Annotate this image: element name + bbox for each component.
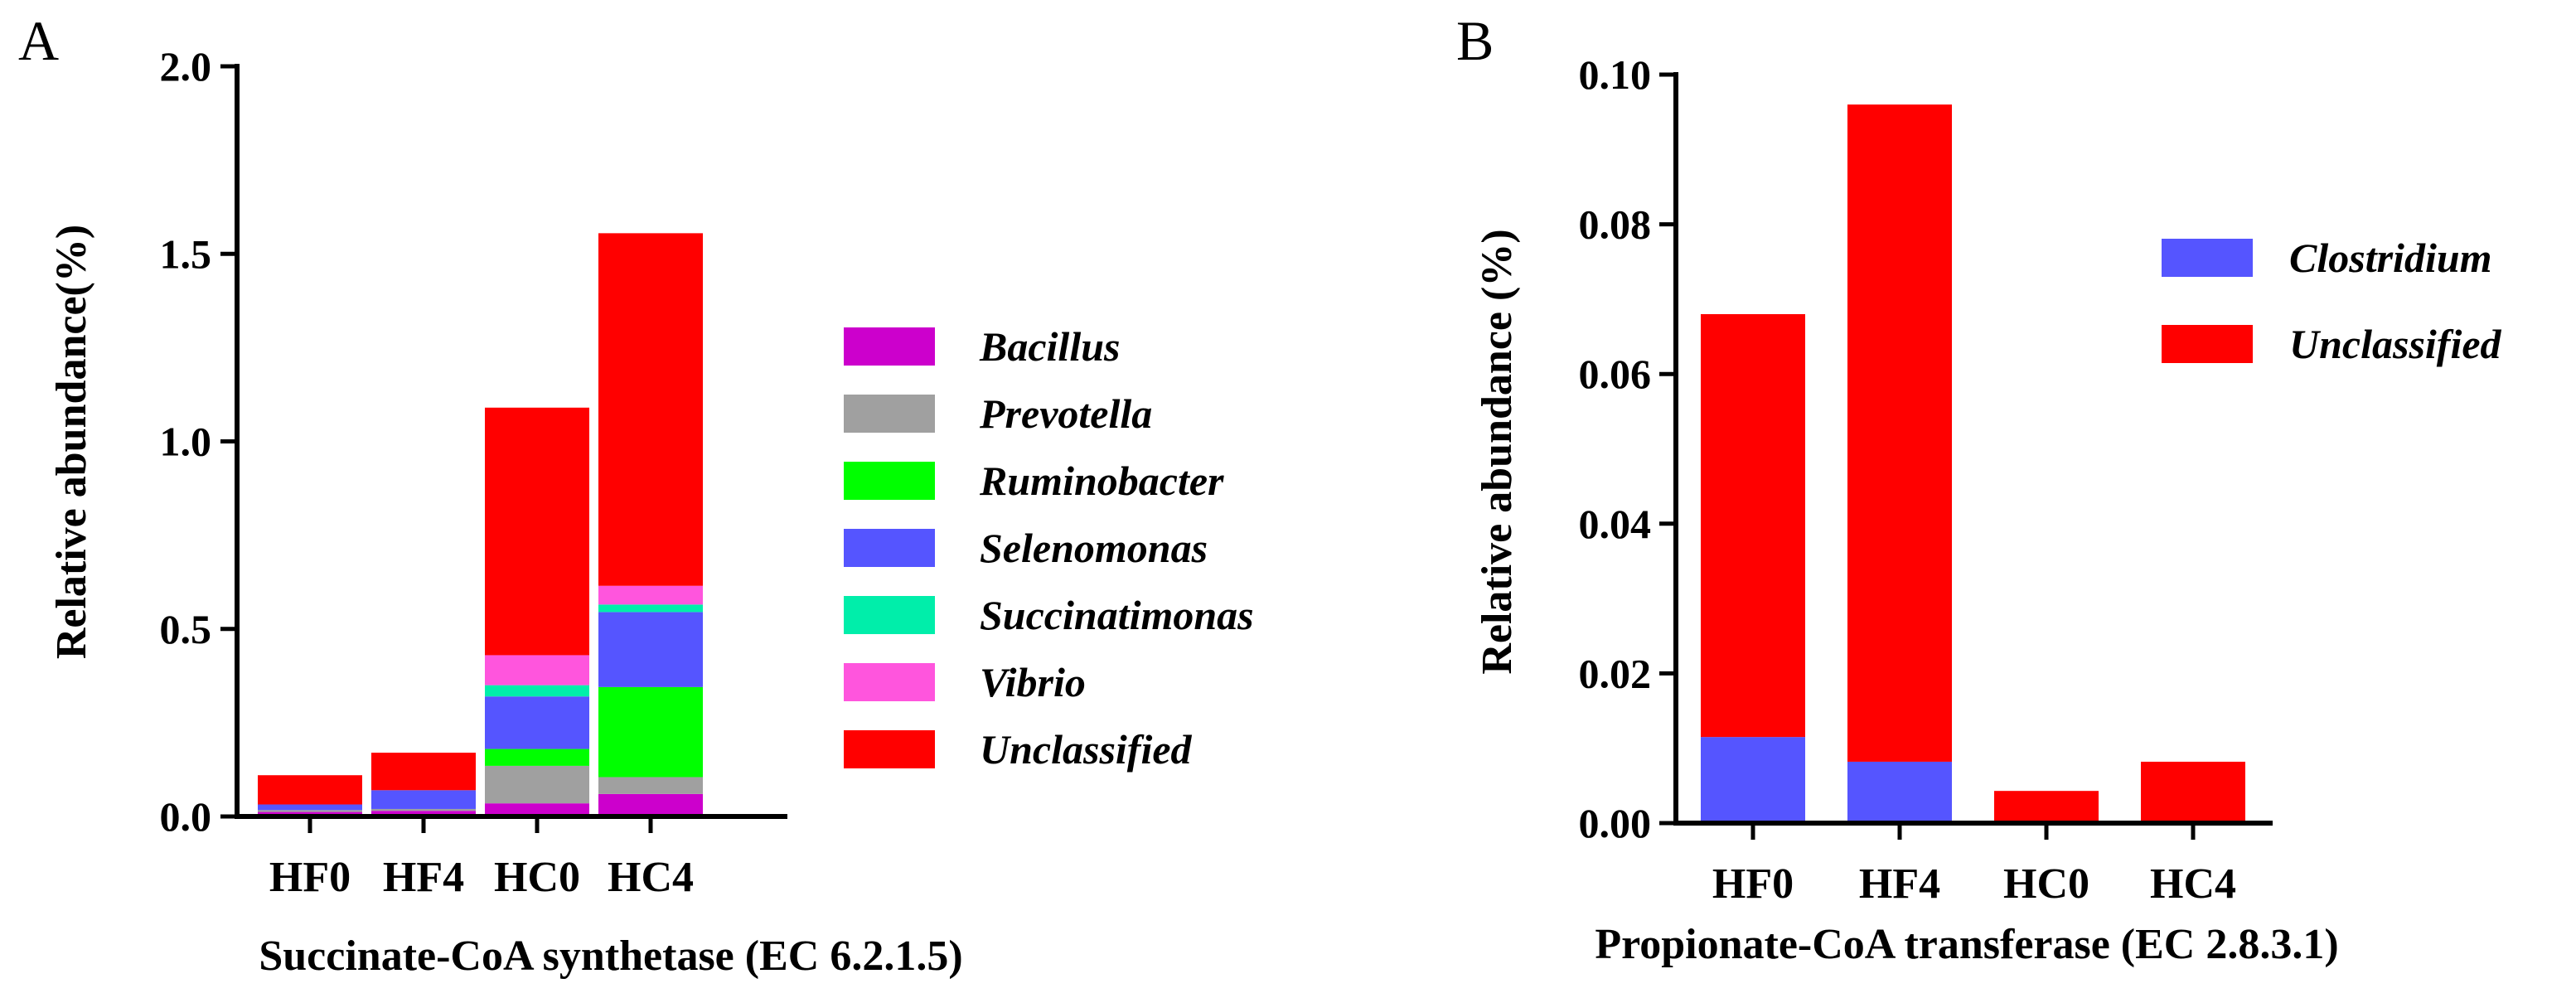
panel-a-category-label: HF0 (269, 854, 351, 901)
panel-b-legend-label-clostridium: Clostridium (2289, 235, 2492, 281)
panel-a-bar-hf4-selenomonas (371, 790, 476, 809)
panel-a-y-tick-label: 0.0 (160, 793, 212, 840)
panel-a-legend-swatch-vibrio (844, 663, 935, 701)
panel-a-bar-hc4-succinatimonas (598, 604, 703, 613)
panel-b-bar-hc4-unclassified (2141, 761, 2245, 823)
panel-a-legend-label-ruminobacter: Ruminobacter (979, 458, 1224, 504)
panel-a-bar-hc4-prevotella (598, 777, 703, 794)
panel-a-category-label: HC0 (494, 854, 580, 901)
panel-a-category-label: HF4 (383, 854, 464, 901)
panel-a-legend-label-bacillus: Bacillus (979, 323, 1120, 370)
panel-a-legend-swatch-bacillus (844, 327, 935, 366)
panel-b-y-axis-title: Relative abundance (%) (1474, 229, 1521, 674)
panel-a-legend-label-vibrio: Vibrio (980, 659, 1086, 705)
panel-b: B HF0 HF4 HC0 HC4 0.00 0.02 0.04 0.06 0.08 0.10 Pro… (1456, 9, 2502, 968)
panel-a-bar-hf0-prevotella (258, 810, 362, 812)
panel-a-legend-swatch-unclassified (844, 730, 935, 768)
panel-a-bar-hc4-bacillus (598, 793, 703, 816)
panel-a-y-axis-title: Relative abundance(%) (48, 225, 95, 659)
panel-b-category-label: HC4 (2150, 860, 2236, 908)
panel-a-bar-hc0-succinatimonas (485, 685, 589, 697)
panel-b-y-tick-label: 0.06 (1579, 351, 1652, 397)
panel-b-legend-label-unclassified: Unclassified (2289, 321, 2502, 367)
panel-a-bar-hc4-ruminobacter (598, 686, 703, 778)
panel-a-bar-hc0-bacillus (485, 803, 589, 816)
panel-b-bar-hf0-clostridium (1701, 737, 1805, 823)
panel-a-bar-hc0-unclassified (485, 407, 589, 656)
panel-a-legend-label-prevotella: Prevotella (979, 390, 1152, 437)
panel-a-bar-hc0-vibrio (485, 655, 589, 686)
panel-a-bar-hf0-unclassified (258, 775, 362, 805)
panel-a-category-label: HC4 (608, 854, 694, 901)
panel-a-bar-hf4-prevotella (371, 808, 476, 811)
panel-b-x-axis-title: Propionate-CoA transferase (EC 2.8.3.1) (1595, 921, 2338, 968)
panel-b-letter: B (1456, 9, 1494, 72)
panel-a-legend-swatch-prevotella (844, 395, 935, 433)
panel-b-y-tick-label: 0.08 (1579, 201, 1652, 248)
panel-a-y-tick-label: 1.0 (160, 419, 212, 465)
panel-a-bar-hc4-selenomonas (598, 612, 703, 687)
panel-a-bar-hc4-unclassified (598, 233, 703, 586)
panel-a-bar-hc0-prevotella (485, 765, 589, 804)
panel-a-legend-label-unclassified: Unclassified (980, 726, 1193, 773)
panel-b-y-tick-label: 0.02 (1579, 650, 1652, 696)
panel-b-y-tick-label: 0.04 (1579, 501, 1652, 547)
panel-b-bar-hf0-unclassified (1701, 313, 1805, 738)
panel-a-legend-swatch-ruminobacter (844, 462, 935, 500)
panel-a-legend-label-selenomonas: Selenomonas (980, 525, 1208, 571)
panel-b-category-label: HF4 (1859, 860, 1940, 908)
panel-b-y-tick-label: 0.00 (1579, 800, 1652, 846)
panel-a-bar-hf4-bacillus (371, 811, 476, 816)
panel-b-category-label: HF0 (1712, 860, 1794, 908)
panel-a-letter: A (18, 9, 59, 72)
panel-b-y-tick-label: 0.10 (1579, 51, 1652, 98)
panel-a-bar-hc4-vibrio (598, 585, 703, 605)
panel-a-bar-hc0-selenomonas (485, 696, 589, 749)
panel-b-bar-hf4-clostridium (1847, 761, 1952, 823)
panel-a-bar-hc0-ruminobacter (485, 748, 589, 766)
panel-a-legend-label-succinatimonas: Succinatimonas (980, 592, 1254, 638)
panel-a-y-tick-label: 0.5 (160, 606, 212, 652)
panel-b-legend-swatch-clostridium (2162, 239, 2253, 277)
panel-a: A HF0 HF4 HC0 HC4 0.0 0.5 1.0 1.5 2.0 Succinate-Co… (18, 9, 1254, 980)
panel-b-category-label: HC0 (2003, 860, 2089, 908)
panel-b-bar-hc0-unclassified (1994, 791, 2099, 823)
panel-a-x-axis-title: Succinate-CoA synthetase (EC 6.2.1.5) (259, 933, 962, 980)
panel-a-y-tick-label: 1.5 (160, 230, 212, 277)
panel-a-bar-hf4-unclassified (371, 753, 476, 791)
panel-a-legend-swatch-succinatimonas (844, 596, 935, 634)
panel-b-bar-hf4-unclassified (1847, 104, 1952, 762)
panel-a-legend-swatch-selenomonas (844, 529, 935, 567)
panel-b-legend-swatch-unclassified (2162, 325, 2253, 363)
panel-a-y-tick-label: 2.0 (160, 43, 212, 90)
panel-a-bar-hf0-selenomonas (258, 804, 362, 811)
